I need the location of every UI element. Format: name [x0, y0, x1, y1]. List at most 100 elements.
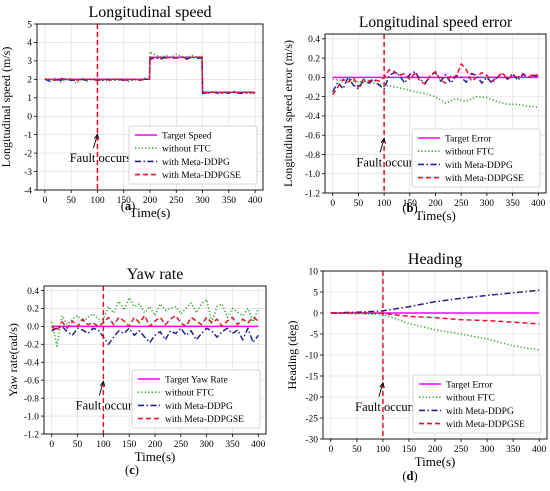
annotation-arrow-head [380, 137, 386, 144]
series-group [44, 50, 256, 95]
y-tick-label: 0.0 [308, 74, 320, 84]
series-line-with-meta-ddpg [330, 289, 540, 314]
legend: Target Error without FTC with Meta-DDPG wit… [412, 374, 542, 434]
y-tick-label: 0.0 [27, 323, 39, 333]
y-tick-label: -25 [305, 414, 318, 424]
x-tick-label: 200 [428, 445, 443, 455]
y-tick-label: -5 [310, 330, 318, 340]
x-tick-label: 0 [330, 199, 335, 209]
panel-1: 0 50 100 150 200 250 300 350 400 -4 -3 -2 -1 0 1 2 3 4 5 Lo… [0, 4, 264, 220]
y-tick-label: -20 [305, 393, 318, 403]
x-tick-label: 150 [402, 445, 417, 455]
annotation-arrow [378, 382, 384, 397]
panel-2: 0 50 100 150 200 250 300 350 400 -1.2 -1.0 -0.8 -0.6… [281, 14, 547, 223]
x-axis-label: Time(s) [415, 208, 456, 223]
y-tick-label: -0.6 [24, 376, 39, 386]
legend-box [411, 128, 541, 188]
x-tick-label: 400 [251, 440, 266, 450]
x-tick-label: 300 [195, 196, 210, 206]
x-tick-label: 300 [200, 440, 215, 450]
x-tick-label: 300 [480, 445, 495, 455]
y-tick-label: 0.2 [308, 54, 320, 64]
x-tick-label: 0 [43, 196, 48, 206]
legend-box [128, 125, 258, 185]
x-tick-label: 200 [428, 199, 443, 209]
legend: Target Speed without FTC with Meta-DDPG wit… [128, 125, 258, 185]
y-tick-label: 4 [27, 39, 32, 49]
legend-label: with Meta-DDPGSE [162, 171, 241, 181]
chart-title: Yaw rate [127, 266, 184, 283]
y-tick-label: -1.0 [305, 170, 320, 180]
x-tick-label: 350 [506, 445, 521, 455]
x-axis-label: Time(s) [130, 205, 171, 220]
y-tick-label: -4 [24, 186, 32, 196]
x-tick-label: 150 [122, 440, 137, 450]
chart-title: Heading [408, 251, 462, 268]
y-axis-label: Longitudinal speed (m/s) [0, 47, 13, 168]
y-tick-label: -0.2 [24, 341, 39, 351]
legend-label: Target Speed [162, 131, 212, 141]
series-group [50, 296, 259, 347]
y-axis-label: Longitudinal speed error (m/s) [281, 40, 295, 187]
x-tick-label: 400 [532, 445, 547, 455]
legend-box [412, 374, 542, 434]
y-tick-label: -30 [305, 435, 318, 445]
chart-title: Longitudinal speed error [359, 14, 513, 31]
legend-label: with Meta-DDPG [445, 161, 513, 171]
legend-label: Target Yaw Rate [165, 375, 228, 385]
y-tick-label: 0 [27, 113, 32, 123]
series-line-with-meta-ddpg [51, 325, 259, 346]
x-tick-label: 350 [222, 196, 237, 206]
y-tick-label: 5 [27, 20, 32, 30]
series-line-with-meta-ddpgse [332, 63, 539, 96]
x-tick-label: 350 [225, 440, 240, 450]
y-tick-label: -0.6 [305, 131, 320, 141]
annotation-arrow-head [379, 381, 385, 389]
y-tick-label: 2 [27, 76, 32, 86]
y-tick-label: 5 [313, 288, 318, 298]
fault-annotation-text: Fault occurs [355, 400, 417, 414]
y-axis-label: Heading (deg) [285, 321, 299, 390]
y-tick-label: 0.2 [27, 305, 39, 315]
legend-label: without FTC [445, 148, 494, 158]
x-tick-label: 150 [117, 196, 132, 206]
legend-label: with Meta-DDPG [165, 402, 233, 412]
fault-annotation-text: Fault occurs [76, 398, 138, 412]
legend: Target Error without FTC with Meta-DDPG wit… [411, 128, 541, 188]
legend-label: with Meta-DDPG [446, 407, 514, 417]
x-tick-label: 50 [66, 196, 76, 206]
legend-label: without FTC [446, 394, 495, 404]
y-tick-label: 1 [27, 94, 32, 104]
legend-box [131, 369, 261, 429]
panel-3: 0 50 100 150 200 250 300 350 400 -1.2 -1.0 -0.8 -0.6… [6, 266, 267, 477]
y-tick-label: -0.8 [305, 151, 320, 161]
x-tick-label: 50 [352, 445, 362, 455]
panel-caption: (d) [402, 469, 417, 483]
series-line-without-ftc [50, 296, 259, 347]
y-tick-label: 10 [309, 267, 319, 277]
annotation-arrow [98, 381, 104, 396]
y-tick-label: -2 [24, 149, 32, 159]
series-line-without-ftc [330, 312, 540, 351]
x-tick-label: 350 [505, 199, 520, 209]
fault-annotation-text: Fault occurs [70, 151, 132, 165]
panel-caption: (c) [125, 463, 139, 477]
y-tick-label: -0.4 [305, 112, 320, 122]
y-tick-label: -1 [24, 131, 32, 141]
series-line-without-ftc [332, 78, 539, 108]
y-tick-label: 0.4 [27, 287, 39, 297]
x-axis-label: Time(s) [135, 449, 176, 464]
annotation-arrow [93, 133, 98, 149]
series-line-with-meta-ddpg [44, 56, 256, 94]
x-tick-label: 250 [169, 196, 184, 206]
panel-caption: (a) [121, 199, 136, 213]
legend-label: with Meta-DDPGSE [446, 420, 525, 430]
x-tick-label: 250 [454, 199, 469, 209]
x-tick-label: 50 [354, 199, 364, 209]
legend-label: without FTC [162, 145, 211, 155]
y-axis-label: Yaw rate(rad/s) [6, 323, 20, 397]
x-tick-label: 400 [248, 196, 263, 206]
x-tick-label: 100 [376, 445, 391, 455]
x-tick-label: 400 [531, 199, 546, 209]
series-line-with-meta-ddpgse [44, 56, 256, 94]
